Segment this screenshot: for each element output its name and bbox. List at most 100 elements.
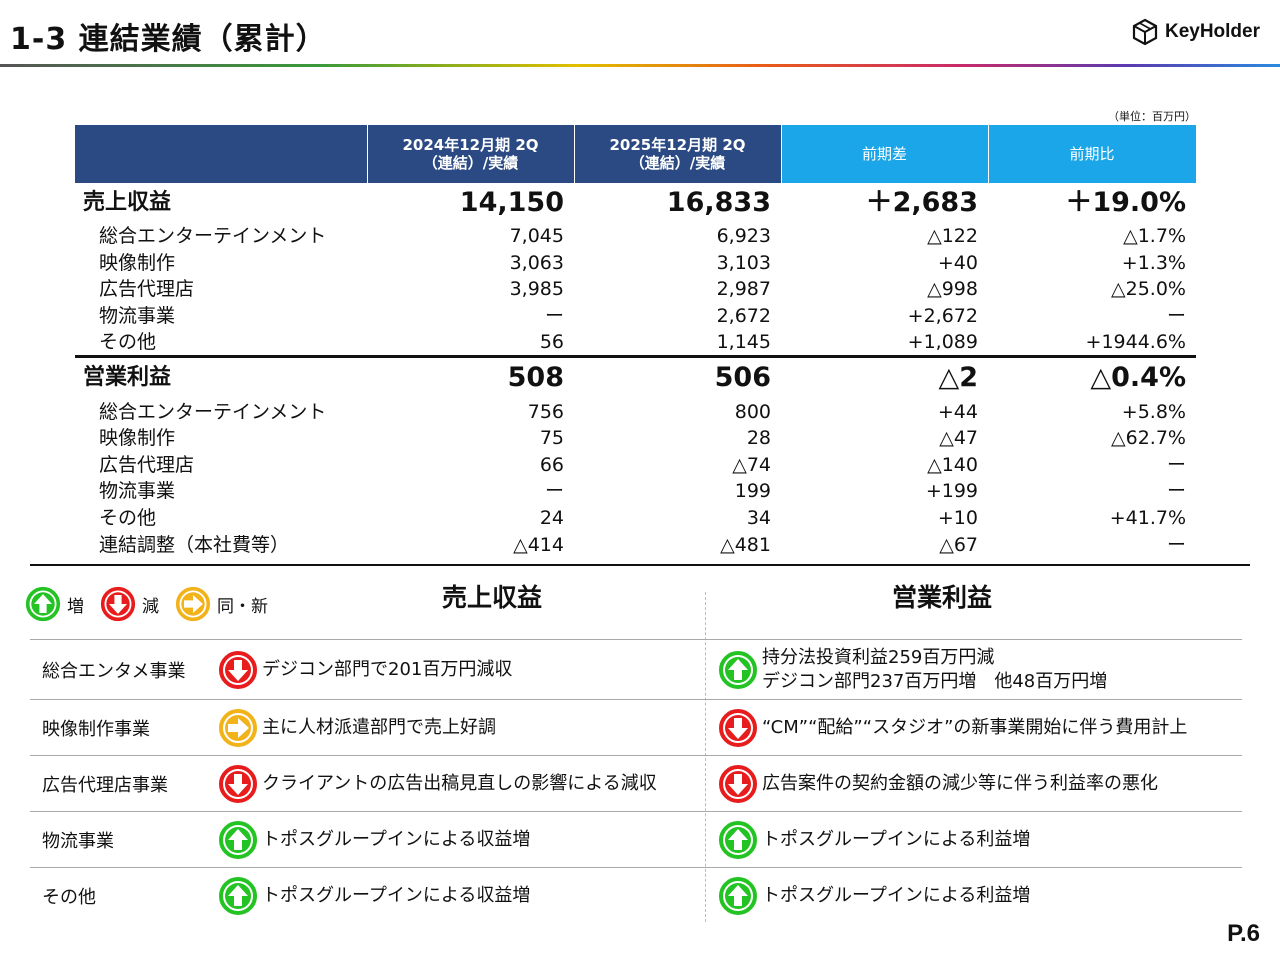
row-label: 広告代理店	[99, 453, 195, 476]
table-cell: △0.4%	[988, 355, 1196, 399]
table-cell: △140	[927, 453, 978, 476]
legend-item-up: 増	[25, 586, 84, 622]
profit-comment: 広告案件の契約金額の減少等に伴う利益率の悪化	[718, 764, 1158, 804]
table-cell: +1944.6%	[1085, 331, 1186, 354]
table-cell: ー	[544, 305, 564, 328]
table-cell: ー	[544, 480, 564, 503]
down-arrow-icon	[100, 586, 136, 622]
profit-comment: “CM”“配給”“スタジオ”の新事業開始に伴う費用計上	[718, 708, 1187, 748]
segment-label: 総合エンタメ事業	[42, 660, 186, 682]
table-cell: +1.3%	[1121, 251, 1186, 274]
table-cell: ー	[1166, 533, 1186, 556]
row-label: 広告代理店	[99, 278, 195, 301]
table-row: 物流事業 ー 2,672 +2,672 ー	[75, 303, 1196, 330]
table-cell: 756	[527, 400, 564, 423]
results-table: 2024年12月期 2Q （連結）/実績 2025年12月期 2Q （連結）/実…	[75, 125, 1197, 558]
revenue-section-heading: 売上収益	[442, 583, 543, 612]
column-header-diff: 前期差	[781, 125, 989, 183]
profit-comment-text: 広告案件の契約金額の減少等に伴う利益率の悪化	[762, 772, 1158, 794]
table-cell: △67	[939, 533, 978, 556]
legend-up-label: 増	[67, 596, 84, 617]
table-cell: +2,672	[907, 305, 978, 328]
row-label: 営業利益	[75, 355, 367, 399]
table-cell: 3,985	[509, 278, 564, 301]
table-cell: 800	[734, 400, 771, 423]
table-cell: +5.8%	[1121, 400, 1186, 423]
page-number: P.6	[1227, 920, 1260, 947]
table-cell: △2	[781, 355, 988, 399]
revenue-comment-text: 主に人材派遣部門で売上好調	[262, 716, 496, 738]
table-row: 映像制作 75 28 △47 △62.7%	[75, 425, 1196, 452]
row-label: 物流事業	[99, 480, 176, 503]
table-cell: △481	[720, 533, 771, 556]
cube-logo-icon	[1132, 18, 1158, 46]
row-label: 映像制作	[99, 251, 176, 274]
table-cell: △122	[927, 225, 978, 248]
table-cell: +40	[937, 251, 978, 274]
segment-label: その他	[42, 886, 96, 908]
column-header-2025: 2025年12月期 2Q （連結）/実績	[574, 125, 782, 183]
up-arrow-icon	[719, 650, 757, 689]
table-cell: △998	[927, 278, 978, 301]
table-row: 物流事業 ー 199 +199 ー	[75, 478, 1196, 505]
table-cell: 2,672	[716, 305, 771, 328]
table-cell: 199	[734, 480, 771, 503]
row-label: 映像制作	[99, 427, 176, 450]
profit-comment: トポスグループインによる利益増	[718, 876, 1030, 916]
profit-comment-text: トポスグループインによる利益増	[762, 884, 1031, 906]
revenue-comment: トポスグループインによる収益増	[218, 876, 530, 916]
legend-down-label: 減	[142, 596, 159, 617]
legend-item-down: 減	[100, 586, 159, 622]
legend: 増 減 同・新	[25, 586, 276, 622]
table-cell: ＋19.0%	[1065, 187, 1186, 218]
segment-row: 物流事業 トポスグループインによる収益増 トポスグループインによる利益増	[30, 811, 1242, 867]
up-arrow-icon	[719, 876, 757, 915]
table-cell: +10	[937, 507, 978, 530]
profit-section-heading: 営業利益	[892, 583, 993, 612]
table-cell: 56	[539, 331, 564, 354]
down-arrow-icon	[719, 764, 757, 803]
down-arrow-icon	[719, 708, 757, 747]
legend-item-same: 同・新	[175, 586, 268, 622]
column-divider	[705, 592, 706, 922]
column-header-2024: 2024年12月期 2Q （連結）/実績	[367, 125, 575, 183]
table-cell: 34	[746, 507, 771, 530]
legend-same-label: 同・新	[217, 596, 268, 617]
revenue-comment-text: デジコン部門で201百万円減収	[262, 658, 513, 680]
table-cell: +44	[937, 400, 978, 423]
revenue-comment: デジコン部門で201百万円減収	[218, 650, 512, 690]
row-label: 物流事業	[99, 305, 176, 328]
table-cell: 28	[746, 427, 771, 450]
table-row: 連結調整（本社費等） △414 △481 △67 ー	[75, 531, 1196, 558]
up-arrow-icon	[719, 820, 757, 859]
table-cell: △1.7%	[1123, 225, 1186, 248]
table-cell: 6,923	[716, 225, 771, 248]
table-row: 営業利益 508 506 △2 △0.4%	[75, 355, 1196, 399]
table-cell: +41.7%	[1109, 507, 1186, 530]
down-arrow-icon	[219, 650, 257, 689]
table-cell: ー	[1166, 453, 1186, 476]
table-row: 総合エンターテインメント 7,045 6,923 △122 △1.7%	[75, 223, 1196, 250]
profit-comment-text: 持分法投資利益259百万円減 デジコン部門237百万円増 他48百万円増	[762, 646, 1108, 692]
column-header-label	[75, 125, 368, 183]
row-label: 総合エンターテインメント	[99, 225, 327, 248]
table-row: 広告代理店 3,985 2,987 △998 △25.0%	[75, 276, 1196, 303]
revenue-comment-text: トポスグループインによる収益増	[262, 828, 531, 850]
table-cell: 24	[539, 507, 564, 530]
profit-comment-text: トポスグループインによる利益増	[762, 828, 1031, 850]
column-header-ratio: 前期比	[988, 125, 1197, 183]
table-row: 総合エンターテインメント 756 800 +44 +5.8%	[75, 398, 1196, 425]
table-cell: 508	[367, 355, 574, 399]
table-row: その他 24 34 +10 +41.7%	[75, 505, 1196, 532]
table-cell: 3,103	[716, 251, 771, 274]
table-body: 売上収益 14,150 16,833 ＋2,683 ＋19.0% 総合エンターテインメント…	[75, 183, 1196, 558]
table-cell: ー	[1166, 480, 1186, 503]
revenue-comment-text: トポスグループインによる収益増	[262, 884, 531, 906]
table-cell: △414	[513, 533, 564, 556]
up-arrow-icon	[219, 876, 257, 915]
segment-row: 広告代理店事業 クライアントの広告出稿見直しの影響による減収 広告案件の契約金額の減…	[30, 755, 1242, 811]
revenue-comment-text: クライアントの広告出稿見直しの影響による減収	[262, 772, 657, 794]
table-row: 映像制作 3,063 3,103 +40 +1.3%	[75, 250, 1196, 277]
revenue-comment: トポスグループインによる収益増	[218, 820, 530, 860]
